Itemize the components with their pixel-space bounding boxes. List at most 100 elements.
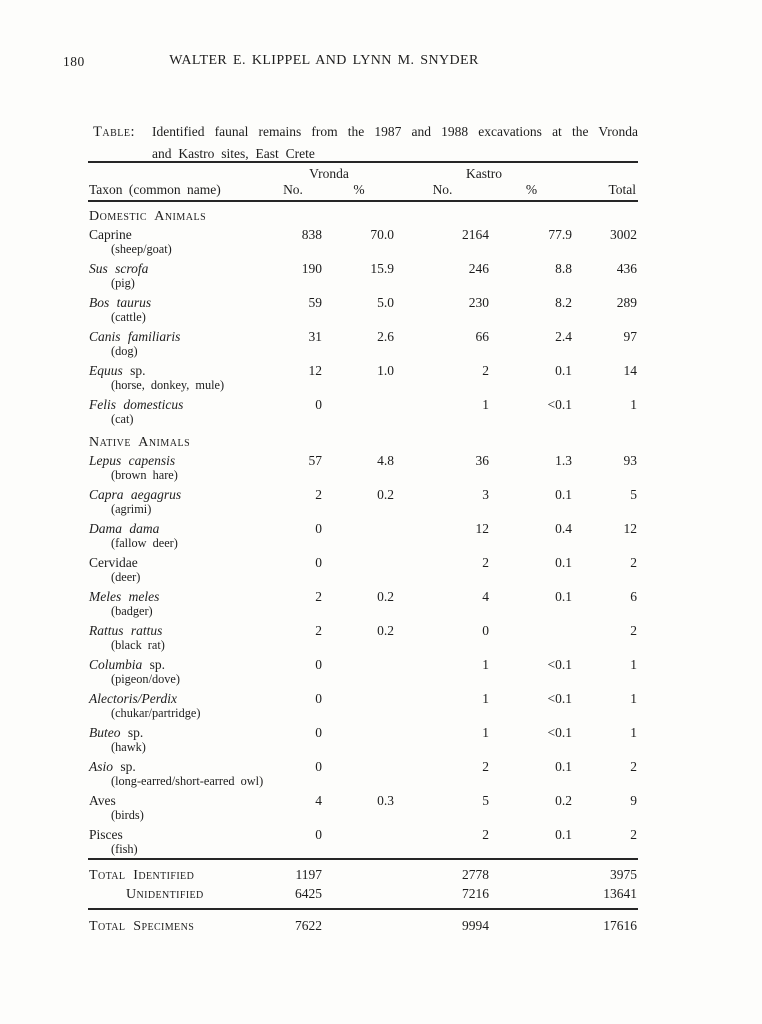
total-cell-1 [323,885,395,909]
total-cell-1 [323,908,395,935]
cell-v-pct [323,756,395,775]
total-label: Unidentified [126,887,204,902]
cell-k-pct: <0.1 [547,691,573,706]
total-cell-4: 3975 [573,858,638,885]
taxon-scientific-name: Asio [89,759,114,774]
cell-v-no: 0 [315,521,322,536]
common-name-cell: (black rat) [111,638,165,652]
section-label: Domestic Animals [89,209,207,224]
cell-v-no: 57 [308,453,323,468]
cell-k-pct: 0.1 [555,827,572,842]
total-cell-3 [490,858,573,885]
cell-k-no: 1 [482,725,489,740]
taxon-suffix: sp. [122,363,146,378]
section-header-row: Domestic Animals [88,201,638,224]
cell-k-pct: 8.8 [555,261,572,276]
taxon-scientific-name: Canis familiaris [89,329,181,344]
cell-v-no: 0 [315,827,322,842]
site-group-header-row: Vronda Kastro [88,161,638,182]
taxon-row: Meles meles 2 0.2 4 0.1 6 [88,586,638,605]
taxon-row: Felis domesticus 0 1 <0.1 1 [88,394,638,413]
cell-v-no: 0 [315,691,322,706]
col-header-kastro-no: No. [395,182,490,202]
taxon-name-cell: Caprine [88,224,263,243]
total-cell-3 [490,908,573,935]
cell-v-no: 2 [315,623,322,638]
table-caption: Table: Identified faunal remains from th… [93,121,638,165]
cell-v-no: 0 [315,555,322,570]
cell-total: 9 [630,793,637,808]
common-name-row: (cattle) [88,311,638,326]
taxon-row: Capra aegagrus 2 0.2 3 0.1 5 [88,484,638,503]
section-header-row: Native Animals [88,428,638,450]
cell-v-no: 59 [308,295,323,310]
taxon-name-cell: Asio sp. [88,756,263,775]
common-name-cell: (chukar/partridge) [111,706,201,720]
total-cell-1 [323,858,395,885]
taxon-name-cell: Alectoris/Perdix [88,688,263,707]
cell-k-pct: 2.4 [555,329,572,344]
taxon-scientific-name: Aves [89,793,116,808]
group-header-spacer-left [88,161,263,182]
cell-k-no: 36 [475,453,490,468]
cell-k-pct [490,620,573,639]
common-name-cell: (brown hare) [111,468,178,482]
taxon-scientific-name: Caprine [89,227,132,242]
taxon-name-cell: Felis domesticus [88,394,263,413]
col-header-vronda-no: No. [263,182,323,202]
common-name-cell: (dog) [111,344,138,358]
table-caption-line2: and Kastro sites, East Crete [152,146,315,161]
group-header-spacer-right [573,161,638,182]
cell-total: 2 [630,623,637,638]
cell-v-pct: 15.9 [370,261,394,276]
cell-v-pct: 0.2 [377,623,394,638]
cell-total: 5 [630,487,637,502]
total-cell-0: 1197 [263,858,323,885]
common-name-row: (hawk) [88,741,638,756]
total-label: Total Identified [88,858,263,885]
total-cell-2: 9994 [395,908,490,935]
cell-k-pct: 0.1 [555,487,572,502]
cell-total: 93 [623,453,638,468]
common-name-row: (deer) [88,571,638,586]
taxon-row: Columbia sp. 0 1 <0.1 1 [88,654,638,673]
cell-v-no: 4 [315,793,322,808]
taxon-row: Equus sp. 12 1.0 2 0.1 14 [88,360,638,379]
cell-total: 1 [630,725,637,740]
cell-k-no: 2 [482,363,489,378]
total-cell-0: 6425 [295,886,322,901]
taxon-row: Aves 4 0.3 5 0.2 9 [88,790,638,809]
common-name-cell: (fallow deer) [111,536,178,550]
cell-k-no: 3 [482,487,489,502]
taxon-name-cell: Sus scrofa [88,258,263,277]
common-name-row: (fish) [88,843,638,859]
faunal-table-body: Domestic Animals Caprine 838 70.0 2164 77.9 30… [88,201,638,859]
cell-v-pct [323,824,395,843]
cell-total: 6 [630,589,637,604]
common-name-cell: (horse, donkey, mule) [111,378,225,392]
cell-v-pct: 70.0 [370,227,394,242]
cell-k-pct: 1.3 [555,453,572,468]
common-name-cell: (sheep/goat) [111,242,172,256]
cell-k-no: 2 [482,555,489,570]
cell-total: 2 [630,555,637,570]
common-name-cell: (pig) [111,276,135,290]
common-name-cell: (cattle) [111,310,146,324]
taxon-name-cell: Columbia sp. [88,654,263,673]
cell-total: 436 [616,261,637,276]
cell-v-pct [323,688,395,707]
common-name-row: (fallow deer) [88,537,638,552]
cell-k-no: 4 [482,589,489,604]
taxon-row: Caprine 838 70.0 2164 77.9 3002 [88,224,638,243]
cell-k-pct: <0.1 [547,397,573,412]
taxon-scientific-name: Felis domesticus [89,397,184,412]
common-name-row: (agrimi) [88,503,638,518]
table-caption-label: Table: [93,124,135,140]
common-name-cell: (fish) [111,842,138,856]
common-name-cell: (birds) [111,808,144,822]
taxon-scientific-name: Columbia [89,657,143,672]
cell-v-pct [323,552,395,571]
cell-k-no: 2164 [462,227,489,242]
cell-v-no: 838 [301,227,322,242]
cell-total: 1 [630,691,637,706]
